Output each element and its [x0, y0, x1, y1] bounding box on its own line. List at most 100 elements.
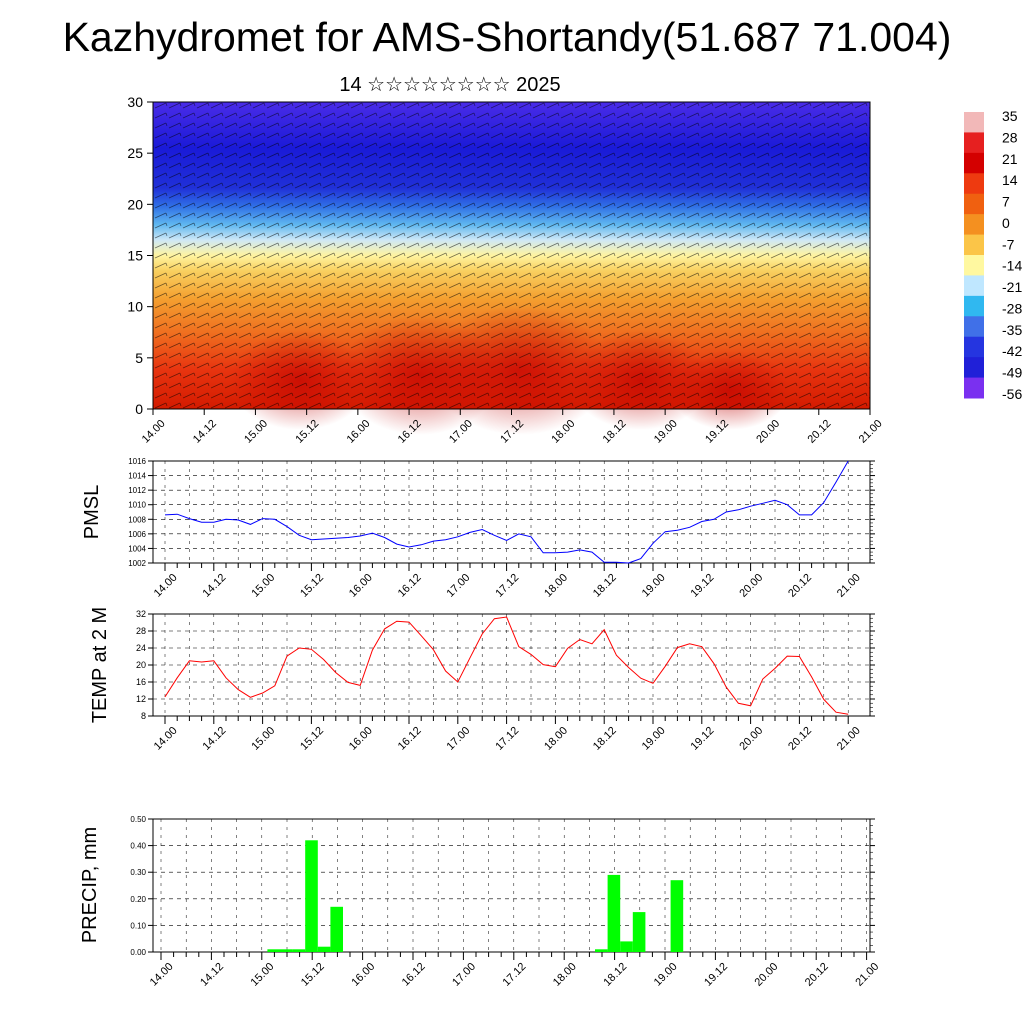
- precip-axis-label: PRECIP, mm: [79, 827, 101, 943]
- precip-bar: [267, 949, 280, 952]
- precip-bar: [670, 880, 684, 952]
- y-tick-label: 1010: [128, 501, 146, 510]
- colorbar-swatch: [964, 336, 984, 358]
- x-tick-label: 18.00: [542, 725, 570, 753]
- y-tick-label: 0.00: [130, 948, 146, 957]
- precip-bar: [317, 946, 331, 952]
- x-tick-label: 14.12: [201, 725, 229, 753]
- x-tick-label: 17.00: [450, 961, 478, 989]
- wind-barbs-overlay: [153, 102, 870, 409]
- colorbar-swatch: [964, 152, 984, 174]
- y-tick-label: 32: [136, 609, 146, 619]
- y-tick-label: 1002: [128, 559, 146, 568]
- x-tick-label: 14.00: [152, 725, 180, 753]
- colorbar-label: -7: [1002, 236, 1015, 252]
- page-title: Kazhydromet for AMS-Shortandy(51.687 71.…: [62, 14, 952, 60]
- x-tick-label: 14.12: [198, 961, 226, 989]
- colorbar-swatch: [964, 214, 984, 236]
- temperature-y-tick-label: 0: [135, 401, 143, 417]
- x-tick-label: 19.00: [640, 725, 668, 753]
- x-tick-label: 14.00: [148, 961, 176, 989]
- temperature-y-axis: 0 5 10 15 20 25 30: [127, 94, 153, 417]
- pmsl-panel: PMSL 1002 1004 1006 1008 1010 1012 1014 1016 14.…: [81, 457, 875, 600]
- y-tick-label: 0.40: [130, 842, 146, 851]
- precip-bar: [620, 941, 633, 952]
- x-tick-label: 19.12: [689, 725, 717, 753]
- colorbar-label: -21: [1002, 279, 1022, 295]
- colorbar-swatch: [964, 112, 984, 133]
- x-tick-label: 18.12: [601, 961, 629, 989]
- precip-bar: [305, 840, 318, 952]
- pmsl-plot-frame: [152, 460, 871, 564]
- x-tick-label: 17.00: [445, 572, 473, 600]
- y-tick-label: 1014: [128, 472, 146, 481]
- temperature-y-tick-label: 5: [135, 350, 143, 366]
- temperature-y-tick-label: 30: [127, 94, 143, 110]
- temp2m-panel: TEMP at 2 M 8 12 16 20 24 28 32 14.00 14.12 15.00…: [89, 607, 875, 753]
- x-tick-label: 16.12: [400, 961, 428, 989]
- temp2m-series-line: [164, 616, 849, 715]
- precip-bar: [330, 906, 343, 952]
- temperature-x-tick-label: 20.12: [806, 418, 834, 446]
- temperature-x-tick-label: 14.12: [191, 418, 219, 446]
- colorbar-label: 0: [1002, 215, 1010, 231]
- y-tick-label: 28: [136, 626, 146, 636]
- x-tick-label: 21.00: [853, 961, 881, 989]
- colorbar: 35 28 21 14 7 0 -7 -14 -21 -28 -35 -42 -49 -56: [964, 108, 1022, 402]
- y-tick-label: 8: [141, 711, 146, 721]
- x-tick-label: 15.00: [249, 961, 277, 989]
- colorbar-label: -28: [1002, 300, 1022, 316]
- x-tick-label: 18.00: [551, 961, 579, 989]
- colorbar-label: -14: [1002, 258, 1022, 274]
- colorbar-label: 7: [1002, 194, 1010, 210]
- x-tick-label: 19.00: [640, 572, 668, 600]
- colorbar-label: -56: [1002, 386, 1022, 402]
- colorbar-swatch: [964, 357, 984, 379]
- x-tick-label: 21.00: [835, 572, 863, 600]
- x-tick-label: 17.00: [445, 725, 473, 753]
- x-tick-label: 20.12: [786, 725, 814, 753]
- colorbar-swatch: [964, 193, 984, 215]
- x-tick-label: 19.12: [689, 572, 717, 600]
- colorbar-swatch: [964, 132, 984, 154]
- precip-plot-frame: [152, 818, 871, 953]
- y-tick-label: 20: [136, 660, 146, 670]
- colorbar-swatch: [964, 173, 984, 195]
- x-tick-label: 20.00: [753, 961, 781, 989]
- temperature-y-tick-label: 25: [127, 145, 143, 161]
- precip-bar: [607, 874, 621, 952]
- x-tick-label: 15.12: [298, 725, 326, 753]
- precip-bar: [280, 949, 293, 952]
- y-tick-label: 1012: [128, 486, 146, 495]
- colorbar-label: 35: [1002, 108, 1018, 124]
- precip-bar: [292, 949, 306, 952]
- colorbar-label: 14: [1002, 172, 1018, 188]
- temperature-y-tick-label: 10: [127, 299, 143, 315]
- y-tick-label: 0.10: [130, 921, 146, 930]
- colorbar-label: -49: [1002, 365, 1022, 381]
- date-subtitle: 14 ☆☆☆☆☆☆☆☆ 2025: [339, 74, 561, 96]
- x-tick-label: 16.12: [396, 572, 424, 600]
- x-tick-label: 15.00: [249, 572, 277, 600]
- x-tick-label: 20.12: [786, 572, 814, 600]
- x-tick-label: 17.12: [493, 572, 521, 600]
- y-tick-label: 1006: [128, 530, 146, 539]
- y-tick-label: 1004: [128, 544, 146, 553]
- colorbar-label: 21: [1002, 151, 1018, 167]
- temperature-x-tick-label: 14.00: [140, 418, 168, 446]
- x-tick-label: 15.12: [298, 572, 326, 600]
- temperature-x-tick-label: 16.00: [345, 418, 373, 446]
- colorbar-swatch: [964, 377, 984, 399]
- precip-panel: PRECIP, mm 0.00 0.10 0.20 0.30 0.40 0.50 14.00…: [79, 815, 881, 989]
- temperature-y-tick-label: 20: [127, 196, 143, 212]
- colorbar-label: -42: [1002, 343, 1022, 359]
- y-tick-label: 0.20: [130, 895, 146, 904]
- y-tick-label: 24: [136, 643, 146, 653]
- precip-bar: [595, 949, 608, 952]
- pmsl-axis-label: PMSL: [81, 485, 103, 539]
- x-tick-label: 18.00: [542, 572, 570, 600]
- x-tick-label: 15.12: [299, 961, 327, 989]
- colorbar-swatch: [964, 316, 984, 338]
